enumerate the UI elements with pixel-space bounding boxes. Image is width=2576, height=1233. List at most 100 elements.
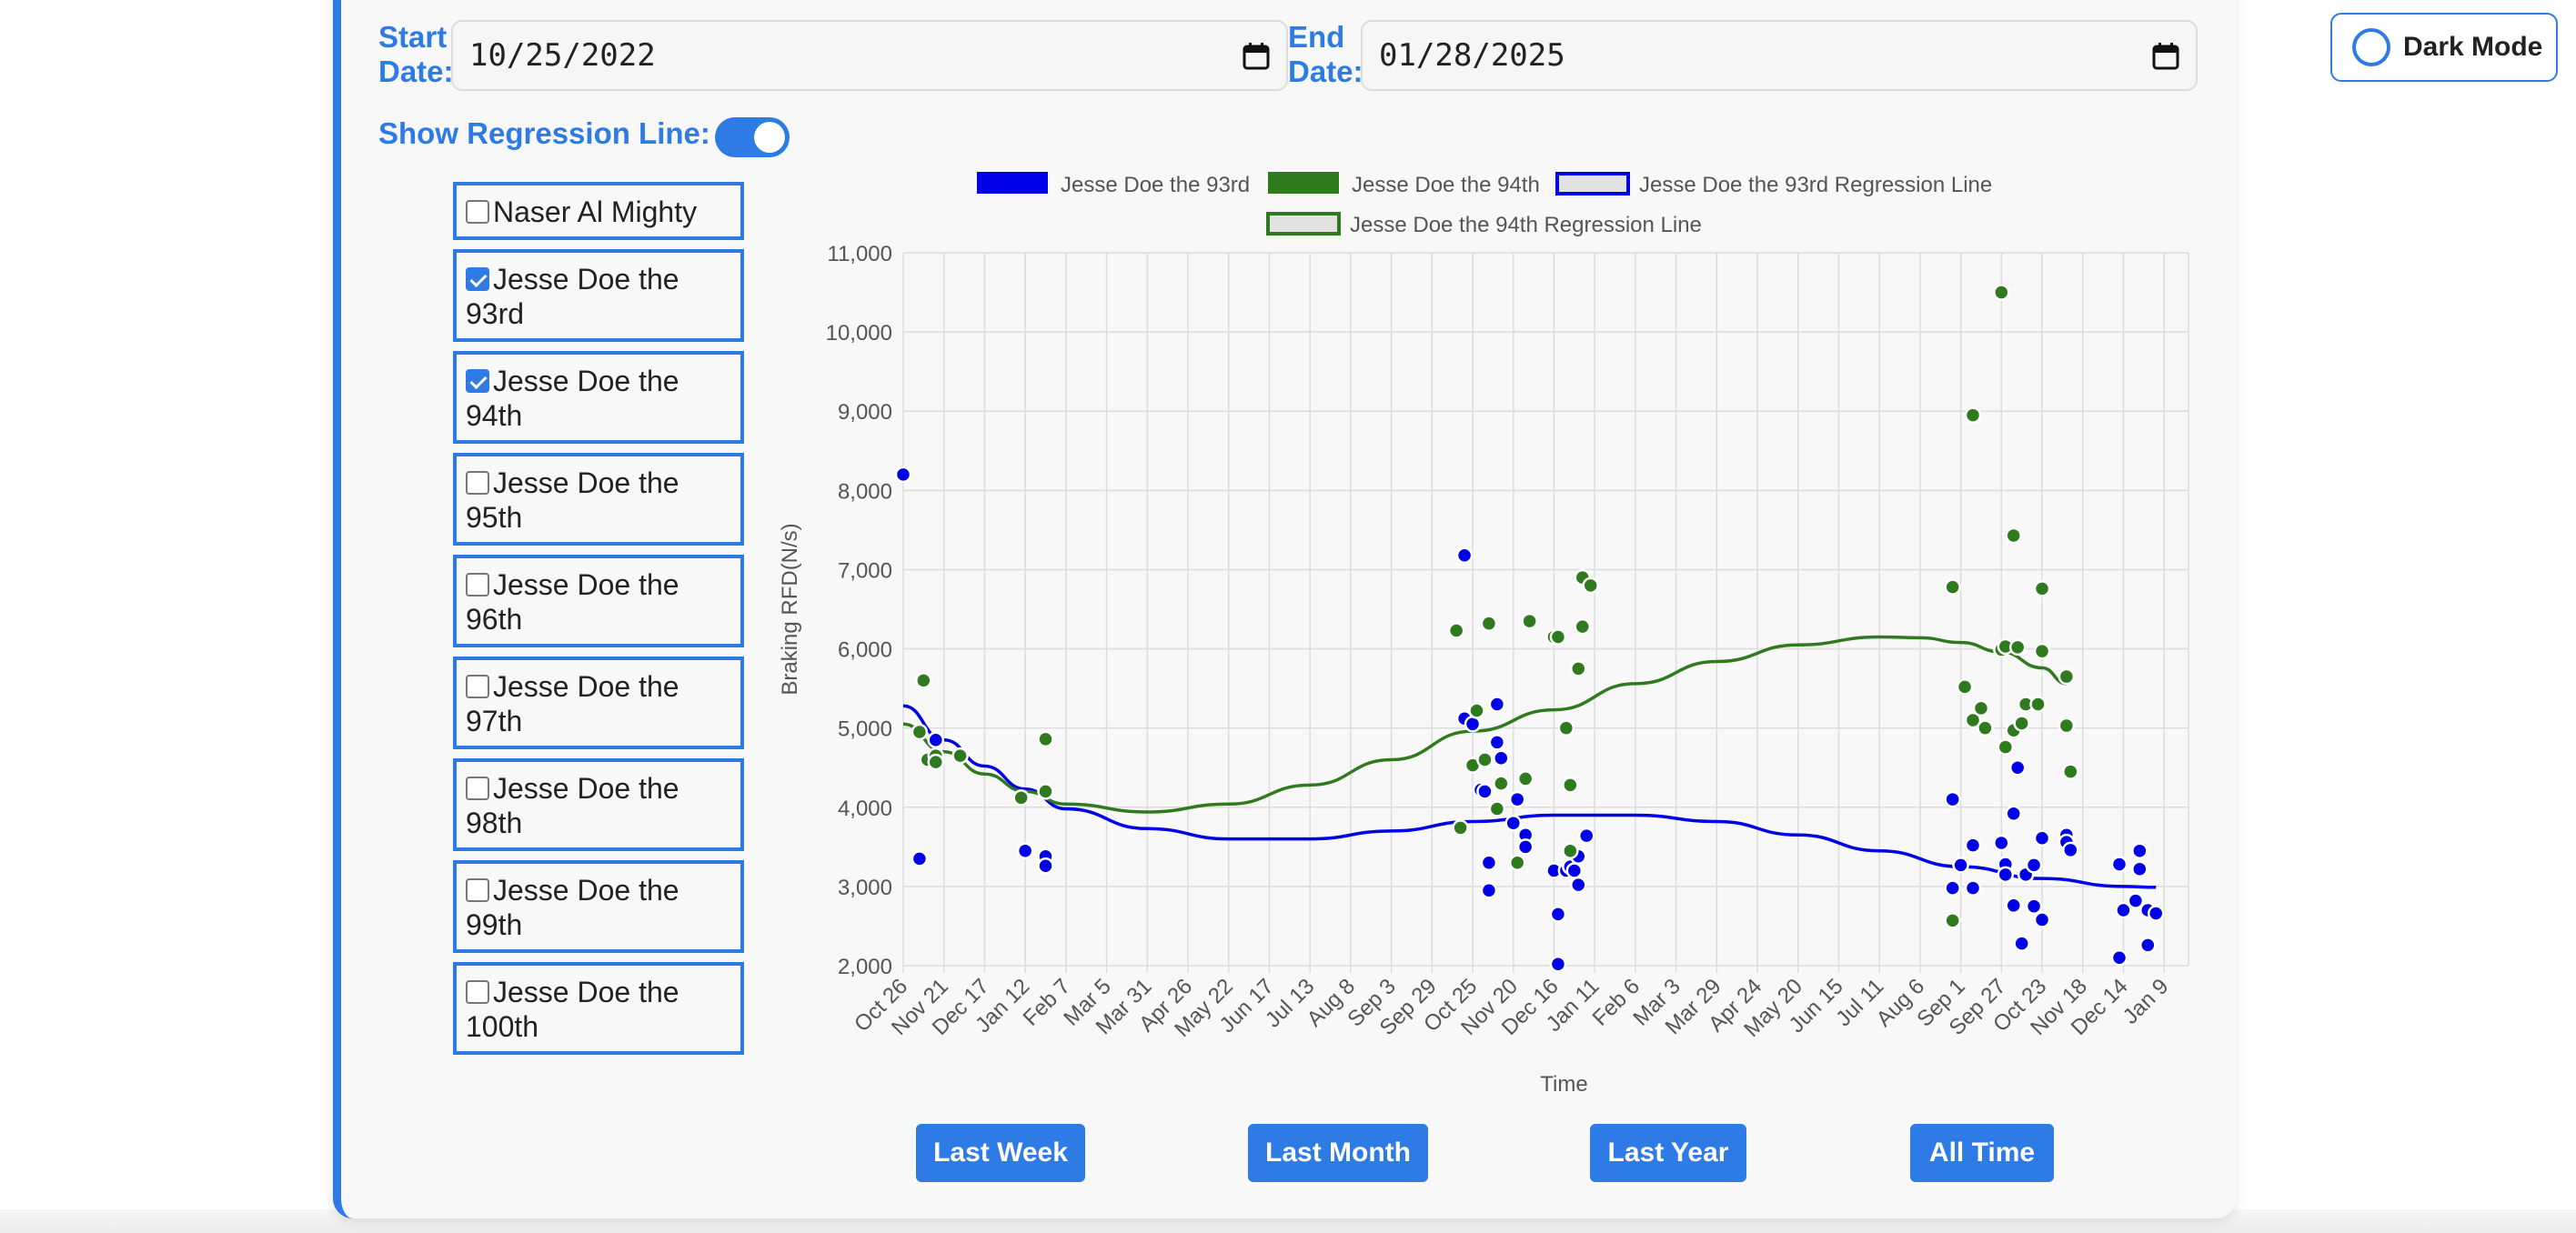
athlete-option[interactable]: Jesse Doe the 93rd	[453, 249, 744, 342]
data-point	[1504, 814, 1522, 832]
regression-toggle[interactable]	[715, 117, 790, 157]
athlete-checkbox[interactable]	[466, 777, 489, 800]
data-point	[1944, 879, 1961, 897]
athlete-label: Jesse Doe the 94th	[466, 365, 679, 432]
y-tick-label: 10,000	[826, 321, 892, 346]
data-point	[2005, 897, 2022, 915]
data-point	[1521, 612, 1538, 630]
data-point	[2033, 911, 2051, 928]
last-week-button[interactable]: Last Week	[916, 1124, 1085, 1182]
legend-label: Jesse Doe the 93rd Regression Line	[1639, 173, 1992, 197]
athlete-checkbox[interactable]	[466, 369, 489, 393]
data-point	[1562, 842, 1579, 859]
y-tick-label: 5,000	[838, 717, 892, 742]
athlete-checkbox[interactable]	[466, 200, 489, 224]
data-point	[2131, 860, 2148, 877]
data-point	[2005, 526, 2022, 545]
data-point	[1956, 678, 1974, 696]
data-point	[1565, 862, 1584, 879]
data-point	[1993, 284, 2010, 301]
athlete-checkbox[interactable]	[466, 675, 489, 698]
data-point	[2025, 857, 2043, 874]
athlete-option[interactable]: Naser Al Mighty	[453, 182, 744, 240]
regression-toggle-label: Show Regression Line:	[378, 116, 710, 150]
regression-line	[902, 704, 2157, 889]
last-year-button[interactable]: Last Year	[1590, 1124, 1746, 1182]
toggle-knob	[754, 122, 785, 153]
start-date-input[interactable]: 10/25/2022	[451, 20, 1288, 91]
last-month-button[interactable]: Last Month	[1248, 1124, 1428, 1182]
athlete-option[interactable]: Jesse Doe the 99th	[453, 860, 744, 953]
data-point	[2005, 805, 2022, 822]
y-axis-title: Braking RFD(N/s)	[778, 523, 802, 695]
data-point	[2013, 935, 2030, 952]
athlete-checkbox[interactable]	[466, 471, 489, 495]
data-point	[1944, 790, 1961, 808]
athlete-option[interactable]: Jesse Doe the 97th	[453, 657, 744, 749]
data-point	[911, 850, 929, 867]
all-time-button[interactable]: All Time	[1910, 1124, 2054, 1182]
start-date-label: Start Date:	[378, 20, 454, 88]
athlete-option[interactable]: Jesse Doe the 100th	[453, 962, 744, 1055]
legend-swatch	[1268, 172, 1339, 194]
data-point	[1016, 842, 1034, 859]
braking-rfd-chart: 2,000 3,000 4,000 5,000 6,000 7,000 8,000 9,000…	[778, 172, 2189, 1097]
y-tick-label: 8,000	[838, 479, 892, 504]
dark-mode-button[interactable]: Dark Mode	[2330, 13, 2558, 82]
data-point	[1964, 711, 1982, 729]
data-point	[1570, 660, 1587, 677]
data-point	[1562, 777, 1579, 794]
data-point	[1964, 879, 1982, 897]
end-date-value: 01/28/2025	[1379, 37, 1565, 74]
data-point	[2033, 829, 2051, 847]
data-point	[2033, 580, 2051, 597]
data-point	[2115, 901, 2132, 919]
data-point	[1557, 719, 1575, 737]
end-date-label: End Date:	[1288, 20, 1363, 88]
data-point	[1508, 854, 1526, 872]
data-point	[1452, 819, 1469, 837]
athlete-option[interactable]: Jesse Doe the 98th	[453, 758, 744, 851]
data-point	[2147, 905, 2165, 922]
athlete-option[interactable]: Jesse Doe the 96th	[453, 555, 744, 647]
dark-mode-label: Dark Mode	[2403, 32, 2543, 62]
data-point	[1549, 906, 1567, 923]
data-point	[1488, 696, 1506, 713]
athlete-label: Jesse Doe the 96th	[466, 568, 679, 636]
legend-label: Jesse Doe the 94th Regression Line	[1350, 213, 1702, 237]
athlete-checkbox[interactable]	[466, 878, 489, 902]
calendar-icon[interactable]	[1243, 42, 1270, 70]
data-point	[2013, 715, 2030, 732]
data-point	[1455, 546, 1474, 565]
data-point	[1480, 615, 1498, 632]
data-point	[1574, 617, 1591, 636]
data-point	[1480, 881, 1498, 899]
data-point	[2058, 717, 2076, 735]
data-point	[951, 747, 969, 765]
data-point	[1488, 734, 1506, 751]
data-point	[1944, 578, 1961, 596]
athlete-option[interactable]: Jesse Doe the 94th	[453, 351, 744, 444]
athlete-option[interactable]: Jesse Doe the 95th	[453, 453, 744, 546]
athlete-checkbox[interactable]	[466, 980, 489, 1004]
athlete-checkbox[interactable]	[466, 573, 489, 596]
calendar-icon[interactable]	[2152, 42, 2179, 70]
athlete-label: Jesse Doe the 98th	[466, 772, 679, 839]
data-point	[1964, 837, 1982, 854]
athlete-list[interactable]: Naser Al Mighty Jesse Doe the 93rd Jesse D…	[453, 182, 744, 1066]
legend-label: Jesse Doe the 93rd	[1061, 173, 1250, 197]
data-point	[2025, 897, 2043, 915]
data-point	[2008, 758, 2027, 777]
athlete-checkbox[interactable]	[466, 267, 489, 291]
athlete-label: Naser Al Mighty	[493, 195, 698, 228]
data-point	[927, 731, 945, 748]
data-point	[1037, 730, 1054, 748]
x-tick-label: Jan 9	[2118, 974, 2174, 1029]
end-date-input[interactable]: 01/28/2025	[1361, 20, 2198, 91]
y-tick-label: 7,000	[838, 558, 892, 583]
athlete-label: Jesse Doe the 100th	[466, 976, 679, 1043]
data-point	[1464, 716, 1482, 733]
data-point	[1476, 783, 1494, 800]
data-point	[1468, 702, 1485, 719]
y-tick-label: 9,000	[838, 400, 892, 425]
